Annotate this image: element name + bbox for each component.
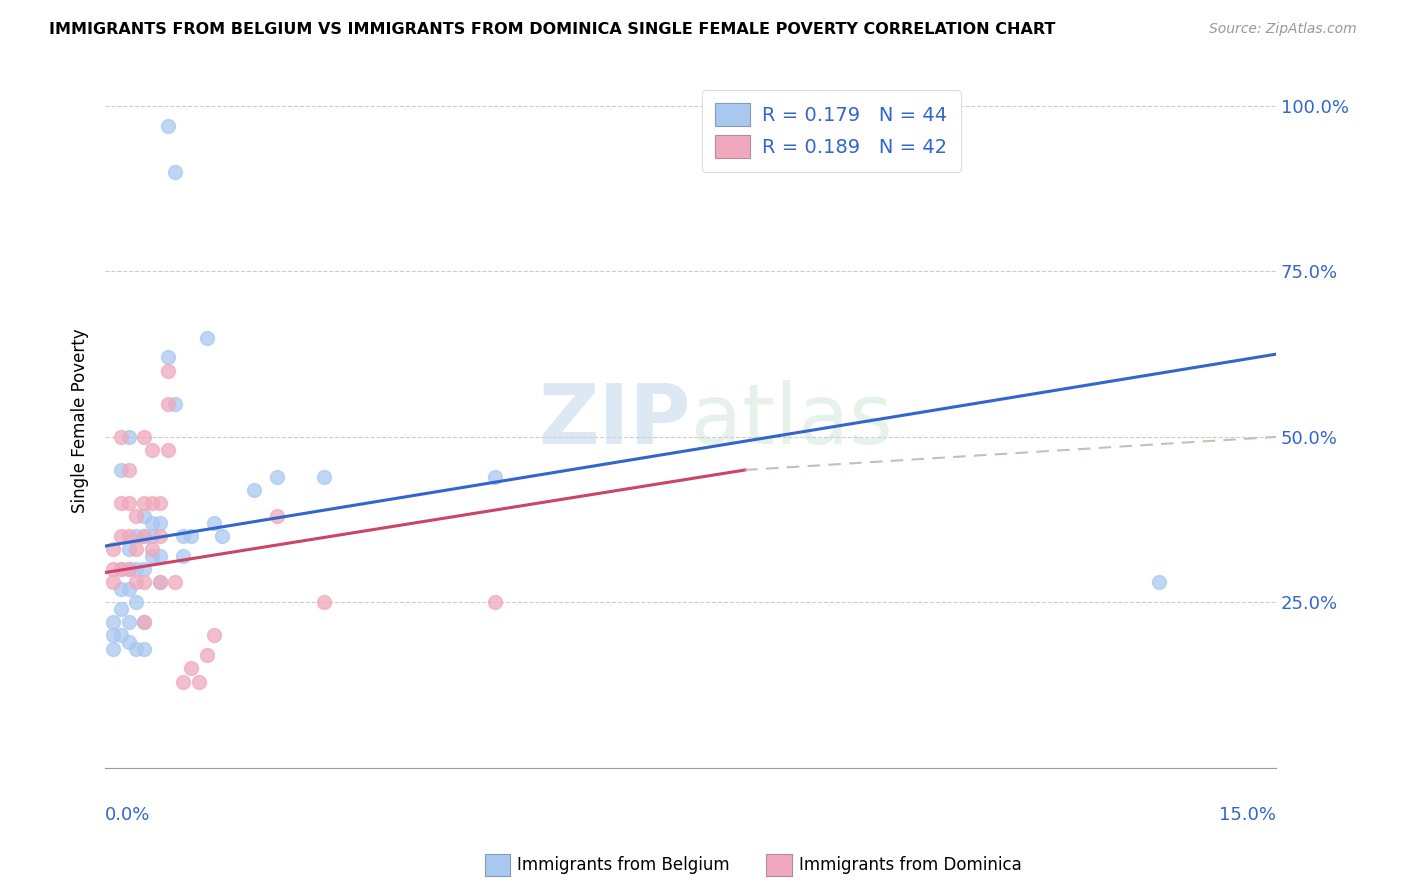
Point <box>110 463 132 477</box>
Point <box>484 469 506 483</box>
Text: 0.0%: 0.0% <box>105 805 150 824</box>
Text: Immigrants from Belgium: Immigrants from Belgium <box>517 856 730 874</box>
Point <box>141 443 163 458</box>
Point <box>110 496 132 510</box>
Point <box>117 635 139 649</box>
Point <box>187 674 209 689</box>
Point <box>117 463 139 477</box>
Point <box>156 443 179 458</box>
Point <box>165 575 187 590</box>
Point <box>149 575 172 590</box>
Point <box>117 582 139 596</box>
Point <box>117 562 139 576</box>
Point <box>110 562 132 576</box>
Point <box>134 509 156 524</box>
Point <box>117 529 139 543</box>
Point <box>172 549 194 563</box>
Point <box>149 516 172 530</box>
Text: Immigrants from Dominica: Immigrants from Dominica <box>799 856 1021 874</box>
Point <box>125 562 148 576</box>
Text: 15.0%: 15.0% <box>1219 805 1277 824</box>
Point <box>134 575 156 590</box>
Point <box>211 529 233 543</box>
Point <box>204 516 226 530</box>
Point <box>134 430 156 444</box>
Point <box>149 549 172 563</box>
Point <box>156 364 179 378</box>
Point <box>110 430 132 444</box>
Point <box>125 509 148 524</box>
Point <box>110 582 132 596</box>
Point <box>117 542 139 557</box>
Point <box>117 615 139 629</box>
Point <box>242 483 264 497</box>
Point <box>180 661 202 675</box>
Point <box>165 165 187 179</box>
Text: Source: ZipAtlas.com: Source: ZipAtlas.com <box>1209 22 1357 37</box>
Point <box>134 529 156 543</box>
Point <box>149 529 172 543</box>
Point <box>156 397 179 411</box>
Point <box>141 529 163 543</box>
Y-axis label: Single Female Poverty: Single Female Poverty <box>72 328 89 513</box>
Text: atlas: atlas <box>690 380 893 461</box>
Point <box>149 575 172 590</box>
Point <box>141 496 163 510</box>
Point <box>101 542 124 557</box>
Point <box>141 549 163 563</box>
Point <box>149 496 172 510</box>
Point <box>110 529 132 543</box>
Point <box>134 562 156 576</box>
Point <box>195 331 218 345</box>
Point <box>484 595 506 609</box>
Point <box>180 529 202 543</box>
Point <box>101 562 124 576</box>
Text: ZIP: ZIP <box>538 380 690 461</box>
Point <box>134 529 156 543</box>
Point <box>266 509 288 524</box>
Point <box>312 595 335 609</box>
Point <box>204 628 226 642</box>
Point <box>117 496 139 510</box>
Point <box>134 641 156 656</box>
Point <box>110 562 132 576</box>
Point <box>125 575 148 590</box>
Point <box>141 542 163 557</box>
Point <box>101 615 124 629</box>
Point <box>101 575 124 590</box>
Point <box>125 595 148 609</box>
Point <box>125 542 148 557</box>
Point <box>110 602 132 616</box>
Point <box>125 529 148 543</box>
Point <box>1147 575 1170 590</box>
Point <box>110 628 132 642</box>
Point <box>165 397 187 411</box>
Point <box>101 641 124 656</box>
Point <box>172 529 194 543</box>
Point <box>117 430 139 444</box>
Point <box>195 648 218 663</box>
Text: IMMIGRANTS FROM BELGIUM VS IMMIGRANTS FROM DOMINICA SINGLE FEMALE POVERTY CORREL: IMMIGRANTS FROM BELGIUM VS IMMIGRANTS FR… <box>49 22 1056 37</box>
Point <box>172 674 194 689</box>
Point <box>134 615 156 629</box>
Point <box>156 351 179 365</box>
Point <box>125 641 148 656</box>
Legend: R = 0.179   N = 44, R = 0.189   N = 42: R = 0.179 N = 44, R = 0.189 N = 42 <box>702 90 960 171</box>
Point <box>266 469 288 483</box>
Point <box>134 496 156 510</box>
Point <box>312 469 335 483</box>
Point <box>141 516 163 530</box>
Point <box>117 562 139 576</box>
Point <box>101 628 124 642</box>
Point <box>156 119 179 133</box>
Point <box>134 615 156 629</box>
